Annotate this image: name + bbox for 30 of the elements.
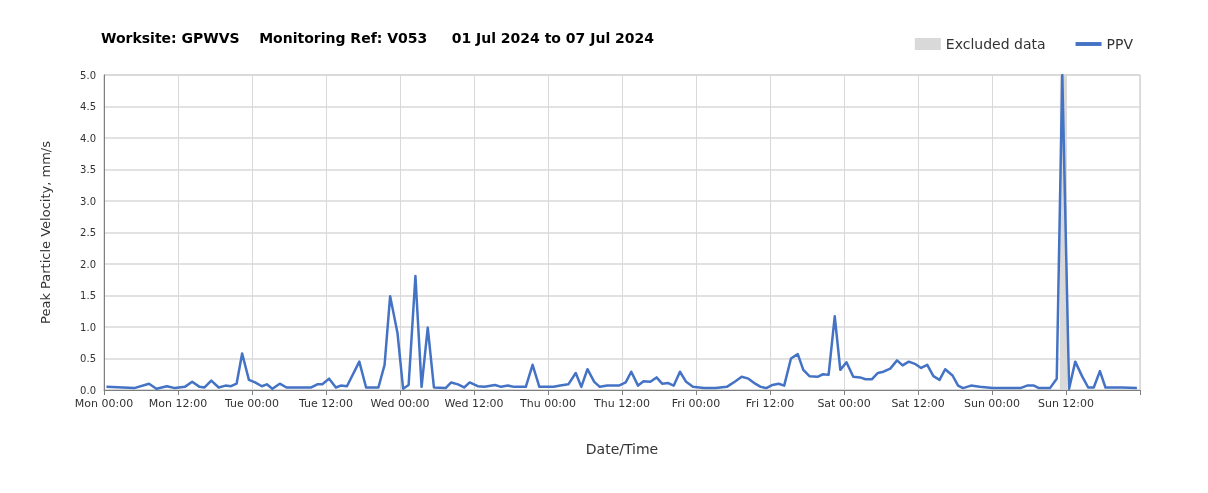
x-tick-label: Wed 12:00 — [444, 397, 504, 410]
y-tick-label: 1.0 — [80, 321, 96, 333]
x-tick-label: Thu 00:00 — [519, 397, 576, 410]
x-tick-label: Sat 00:00 — [817, 397, 871, 410]
y-tick-label: 5.0 — [80, 69, 96, 81]
y-tick-label: 4.0 — [80, 132, 96, 144]
x-tick-label: Mon 00:00 — [74, 397, 134, 410]
x-tick-label: Fri 00:00 — [671, 397, 721, 410]
legend-label: Excluded data — [945, 36, 1046, 52]
y-tick-label: 2.5 — [80, 227, 96, 238]
x-tick-label: Mon 12:00 — [148, 397, 208, 410]
x-tick-label: Sun 00:00 — [963, 397, 1021, 410]
y-tick-label: 1.5 — [80, 290, 96, 301]
y-tick-label: 0.5 — [80, 353, 96, 364]
x-tick-label: Fri 12:00 — [745, 397, 795, 410]
x-tick-label: Tue 12:00 — [298, 397, 353, 410]
x-tick-label: Thu 12:00 — [593, 397, 650, 410]
chart-title: Worksite: GPWVS Monitoring Ref: V053 01 Jul 2024 to 07 Jul 2024 — [101, 30, 655, 46]
y-tick-label: 3.0 — [80, 195, 96, 207]
y-tick-label: 4.5 — [80, 101, 96, 112]
x-tick-label: Wed 00:00 — [370, 397, 430, 410]
x-tick-label: Tue 00:00 — [224, 397, 279, 410]
y-tick-label: 2.0 — [80, 258, 96, 270]
legend-label: PPV — [1106, 36, 1134, 52]
x-tick-label: Sun 12:00 — [1037, 397, 1095, 410]
x-tick-label: Sat 12:00 — [891, 397, 945, 410]
y-axis-title: Peak Particle Velocity, mm/s — [38, 140, 53, 324]
y-tick-label: 0.0 — [80, 384, 96, 396]
y-tick-label: 3.5 — [80, 164, 96, 175]
x-axis-title: Date/Time — [585, 441, 659, 457]
